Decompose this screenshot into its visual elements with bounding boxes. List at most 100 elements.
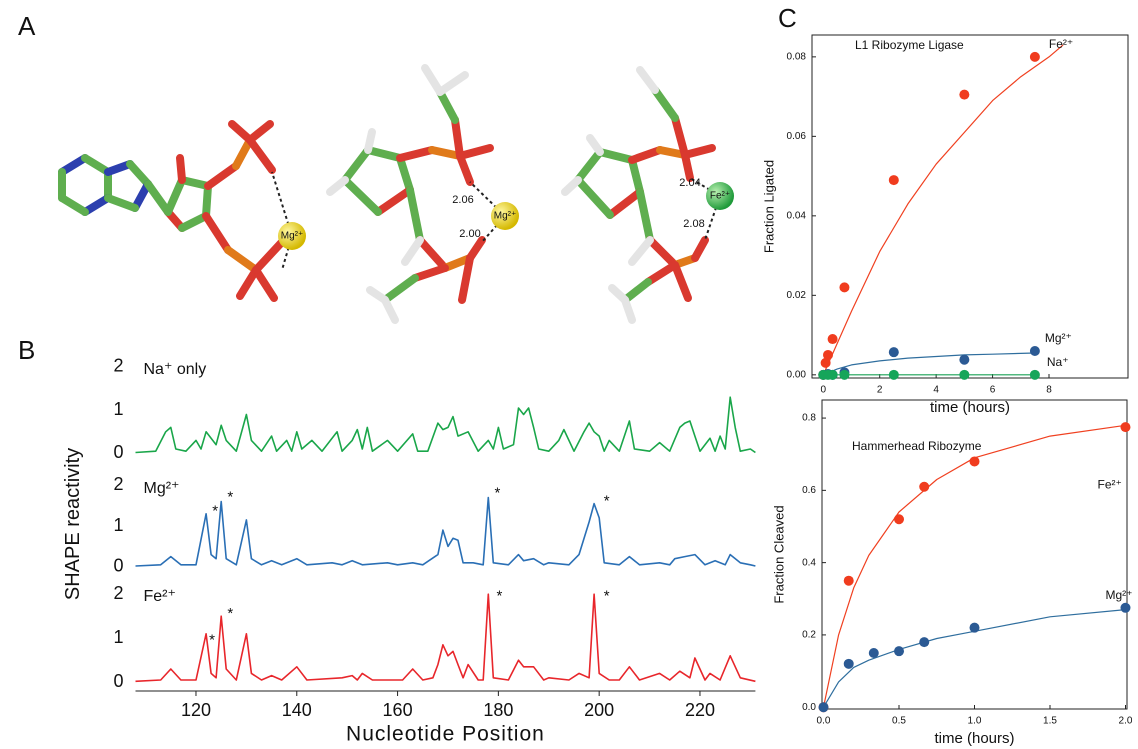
- data-point: [1120, 422, 1130, 432]
- bond: [632, 240, 650, 262]
- fit-curve: [824, 425, 1126, 707]
- y-tick-label: 0: [113, 556, 123, 576]
- y-tick-label: 0: [113, 442, 123, 462]
- bond: [460, 148, 490, 156]
- bond: [578, 152, 600, 180]
- bond: [460, 156, 470, 182]
- x-tick-label: 2.0: [1119, 716, 1133, 727]
- bond: [182, 180, 208, 186]
- bond: [410, 190, 420, 240]
- bond: [168, 180, 182, 212]
- bond: [208, 166, 236, 186]
- data-point: [889, 175, 899, 185]
- data-point: [1030, 346, 1040, 356]
- y-tick-label: 0.0: [802, 702, 816, 713]
- y-tick-label: 1: [113, 399, 123, 419]
- bond: [565, 180, 578, 192]
- data-point: [959, 355, 969, 365]
- bond: [440, 92, 455, 120]
- data-point: [844, 576, 854, 586]
- bond: [600, 152, 632, 160]
- series-label: Fe²⁺: [1097, 477, 1121, 491]
- distance-label: 2.04: [679, 177, 700, 189]
- data-point: [869, 648, 879, 658]
- x-tick-label: 140: [282, 700, 312, 720]
- y-tick-label: 0.04: [787, 210, 807, 221]
- bond: [180, 158, 182, 180]
- series-label: Fe²⁺: [1049, 37, 1073, 51]
- bond: [685, 155, 690, 178]
- data-point: [828, 370, 838, 380]
- x-tick-label: 0: [821, 385, 827, 396]
- bond: [610, 192, 640, 215]
- panel-label: C: [778, 3, 797, 33]
- bond: [206, 186, 208, 216]
- bond: [625, 282, 648, 300]
- bond: [345, 150, 368, 180]
- bond: [385, 300, 395, 320]
- annotation: *: [494, 484, 500, 501]
- x-axis-label: time (hours): [930, 399, 1010, 416]
- bond: [182, 216, 206, 228]
- bond: [425, 68, 440, 92]
- bond: [400, 158, 410, 190]
- series-label: Mg²⁺: [1045, 331, 1072, 345]
- bond: [420, 240, 445, 268]
- y-tick-label: 0.2: [802, 630, 816, 641]
- data-point: [1030, 370, 1040, 380]
- chart-title: Na⁺ only: [144, 361, 207, 378]
- data-point: [919, 637, 929, 647]
- bond: [405, 240, 420, 262]
- bond: [695, 240, 705, 258]
- data-point: [1120, 603, 1130, 613]
- fit-curve: [823, 353, 1035, 375]
- bond: [685, 148, 712, 155]
- bond: [455, 120, 460, 156]
- data-point: [839, 370, 849, 380]
- distance-label: 2.08: [683, 218, 704, 230]
- chart-title: Hammerhead Ribozyme: [852, 439, 982, 453]
- y-tick-label: 1: [113, 515, 123, 535]
- data-point: [828, 334, 838, 344]
- y-tick-label: 0.06: [787, 131, 807, 142]
- bond: [240, 270, 256, 296]
- x-tick-label: 120: [181, 700, 211, 720]
- data-point: [889, 347, 899, 357]
- annotation: *: [604, 587, 610, 604]
- bond: [108, 198, 135, 208]
- x-tick-label: 160: [383, 700, 413, 720]
- annotation: *: [496, 587, 502, 604]
- plot-frame: [812, 35, 1128, 378]
- page: A B C Mg²⁺Mg²⁺Fe²⁺2.062.002.042.08012Na⁺…: [0, 0, 1138, 749]
- bond: [385, 278, 415, 300]
- ion-label: Fe²⁺: [710, 191, 730, 202]
- x-tick-label: 1.5: [1043, 716, 1057, 727]
- bond: [640, 70, 655, 90]
- y-tick-label: 0.02: [787, 290, 807, 301]
- y-tick-label: 0.00: [787, 369, 807, 380]
- chart-title: Fe²⁺: [144, 588, 176, 605]
- ion-label: Mg²⁺: [281, 231, 304, 242]
- data-point: [919, 482, 929, 492]
- bond: [640, 192, 650, 240]
- x-tick-label: 6: [990, 385, 996, 396]
- data-point: [839, 282, 849, 292]
- annotation: *: [227, 605, 233, 622]
- data-point: [844, 659, 854, 669]
- bond: [368, 150, 400, 158]
- data-point: [1030, 52, 1040, 62]
- distance-label: 2.00: [459, 228, 480, 240]
- x-tick-label: 220: [685, 700, 715, 720]
- x-tick-label: 200: [584, 700, 614, 720]
- bond: [256, 242, 282, 270]
- bond: [62, 198, 85, 212]
- y-tick-label: 0: [113, 671, 123, 691]
- series-label: Na⁺: [1047, 355, 1069, 369]
- chart-title: Mg²⁺: [144, 480, 180, 497]
- bond: [330, 180, 345, 192]
- bond: [590, 138, 600, 152]
- x-axis-label: time (hours): [934, 730, 1014, 747]
- data-point: [819, 702, 829, 712]
- data-point: [894, 514, 904, 524]
- x-tick-label: 4: [933, 385, 939, 396]
